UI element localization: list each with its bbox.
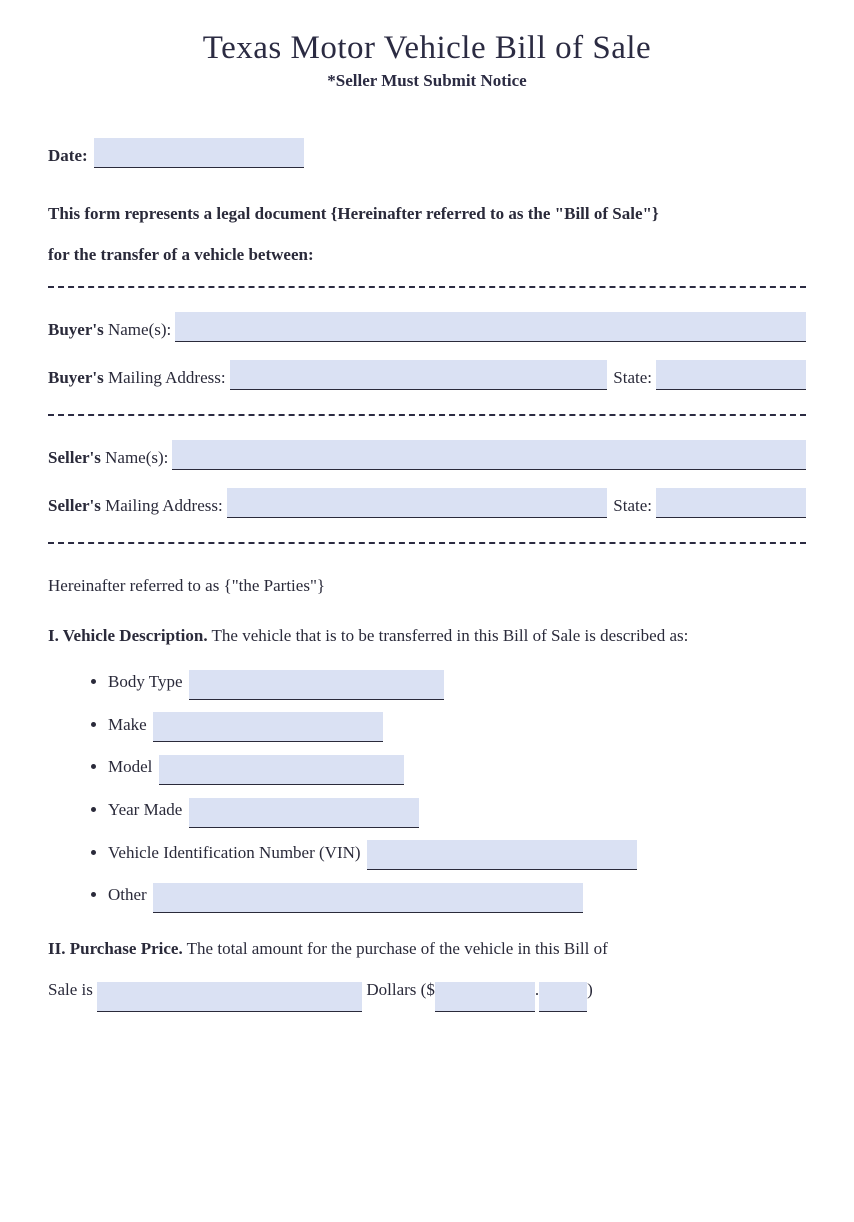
seller-name-row: Seller's Name(s): xyxy=(48,438,806,468)
parties-reference: Hereinafter referred to as {"the Parties… xyxy=(48,566,806,607)
section-2-body2c: ) xyxy=(587,980,593,999)
intro-line-1: This form represents a legal document {H… xyxy=(48,204,659,223)
list-item-year: Year Made xyxy=(108,795,806,826)
date-row: Date: xyxy=(48,136,806,166)
price-dollars-field[interactable] xyxy=(435,982,535,1012)
price-words-field[interactable] xyxy=(97,982,362,1012)
buyer-state-field[interactable] xyxy=(656,360,806,390)
section-1-body: The vehicle that is to be transferred in… xyxy=(208,626,689,645)
seller-state-field[interactable] xyxy=(656,488,806,518)
separator-1 xyxy=(48,286,806,288)
buyer-state-label: State: xyxy=(613,368,652,388)
vehicle-description-list: Body Type Make Model Year Made Vehicle I… xyxy=(48,667,806,911)
document-title: Texas Motor Vehicle Bill of Sale xyxy=(48,30,806,67)
separator-3 xyxy=(48,542,806,544)
seller-state-label: State: xyxy=(613,496,652,516)
intro-paragraph: This form represents a legal document {H… xyxy=(48,194,806,276)
body-type-field[interactable] xyxy=(189,670,444,700)
list-item-other: Other xyxy=(108,880,806,911)
buyer-name-field[interactable] xyxy=(175,312,806,342)
vin-field[interactable] xyxy=(367,840,637,870)
section-2-body2b: Dollars ($ xyxy=(362,980,435,999)
buyer-name-row: Buyer's Name(s): xyxy=(48,310,806,340)
seller-name-field[interactable] xyxy=(172,440,806,470)
date-field[interactable] xyxy=(94,138,304,168)
seller-address-field[interactable] xyxy=(227,488,608,518)
buyer-address-field[interactable] xyxy=(230,360,608,390)
buyer-address-label: Buyer's Mailing Address: xyxy=(48,368,226,388)
section-2-body2a: Sale is xyxy=(48,980,97,999)
section-2-body1: The total amount for the purchase of the… xyxy=(183,939,608,958)
seller-address-row: Seller's Mailing Address: State: xyxy=(48,486,806,516)
seller-name-label: Seller's Name(s): xyxy=(48,448,168,468)
model-field[interactable] xyxy=(159,755,404,785)
list-item-make: Make xyxy=(108,710,806,741)
intro-line-2: for the transfer of a vehicle between: xyxy=(48,245,314,264)
section-1-head: I. Vehicle Description. xyxy=(48,626,208,645)
separator-2 xyxy=(48,414,806,416)
section-2: II. Purchase Price. The total amount for… xyxy=(48,929,806,1011)
list-item-body-type: Body Type xyxy=(108,667,806,698)
buyer-address-row: Buyer's Mailing Address: State: xyxy=(48,358,806,388)
document-page: Texas Motor Vehicle Bill of Sale *Seller… xyxy=(0,0,854,1040)
make-field[interactable] xyxy=(153,712,383,742)
section-2-head: II. Purchase Price. xyxy=(48,939,183,958)
section-1: I. Vehicle Description. The vehicle that… xyxy=(48,616,806,657)
buyer-name-label: Buyer's Name(s): xyxy=(48,320,171,340)
price-cents-field[interactable] xyxy=(539,982,587,1012)
list-item-model: Model xyxy=(108,752,806,783)
year-field[interactable] xyxy=(189,798,419,828)
other-field[interactable] xyxy=(153,883,583,913)
list-item-vin: Vehicle Identification Number (VIN) xyxy=(108,838,806,869)
document-subtitle: *Seller Must Submit Notice xyxy=(48,71,806,91)
date-label: Date: xyxy=(48,146,88,166)
seller-address-label: Seller's Mailing Address: xyxy=(48,496,223,516)
